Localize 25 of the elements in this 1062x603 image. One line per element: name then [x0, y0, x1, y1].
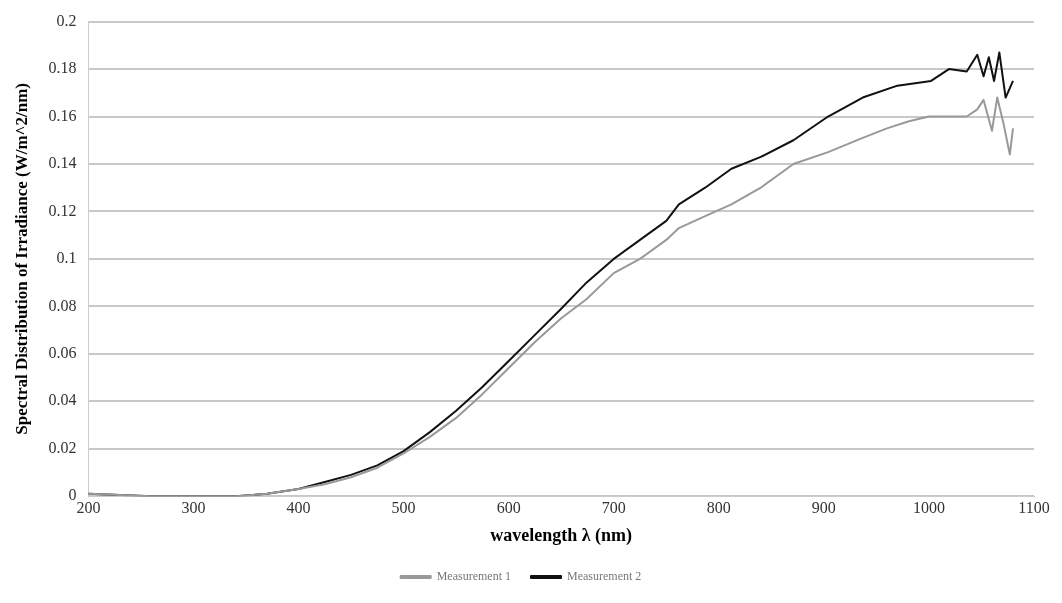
y-tick-label: 0.1	[56, 249, 77, 267]
x-tick-label: 800	[706, 499, 731, 516]
y-tick-label: 0.06	[48, 344, 77, 362]
y-tick-label: 0.14	[48, 154, 77, 172]
y-tick-label: 0.18	[48, 59, 77, 77]
x-tick-label: 1000	[912, 499, 945, 516]
x-tick-label: 200	[76, 499, 101, 516]
x-tick-label: 500	[391, 499, 416, 516]
x-tick-label: 300	[181, 499, 206, 516]
x-tick-label: 700	[601, 499, 626, 516]
x-tick-label: 400	[286, 499, 311, 516]
x-tick-label: 1100	[1018, 499, 1050, 516]
x-tick-label: 600	[496, 499, 521, 516]
y-tick-label: 0.08	[48, 296, 77, 314]
y-tick-label: 0	[68, 486, 77, 504]
y-tick-label: 0.04	[48, 391, 77, 409]
x-tick-label: 900	[811, 499, 836, 516]
y-tick-label: 0.02	[48, 438, 77, 456]
y-tick-label: 0.12	[48, 201, 77, 219]
y-tick-label: 0.2	[56, 11, 77, 29]
y-tick-label: 0.16	[48, 106, 77, 124]
x-axis-title: wavelength λ (nm)	[490, 524, 633, 546]
legend-label: Measurement 2	[567, 569, 642, 584]
legend-label: Measurement 1	[436, 569, 511, 584]
y-axis-title: Spectral Distribution of Irradiance (W/m^2/nm)	[11, 83, 31, 435]
